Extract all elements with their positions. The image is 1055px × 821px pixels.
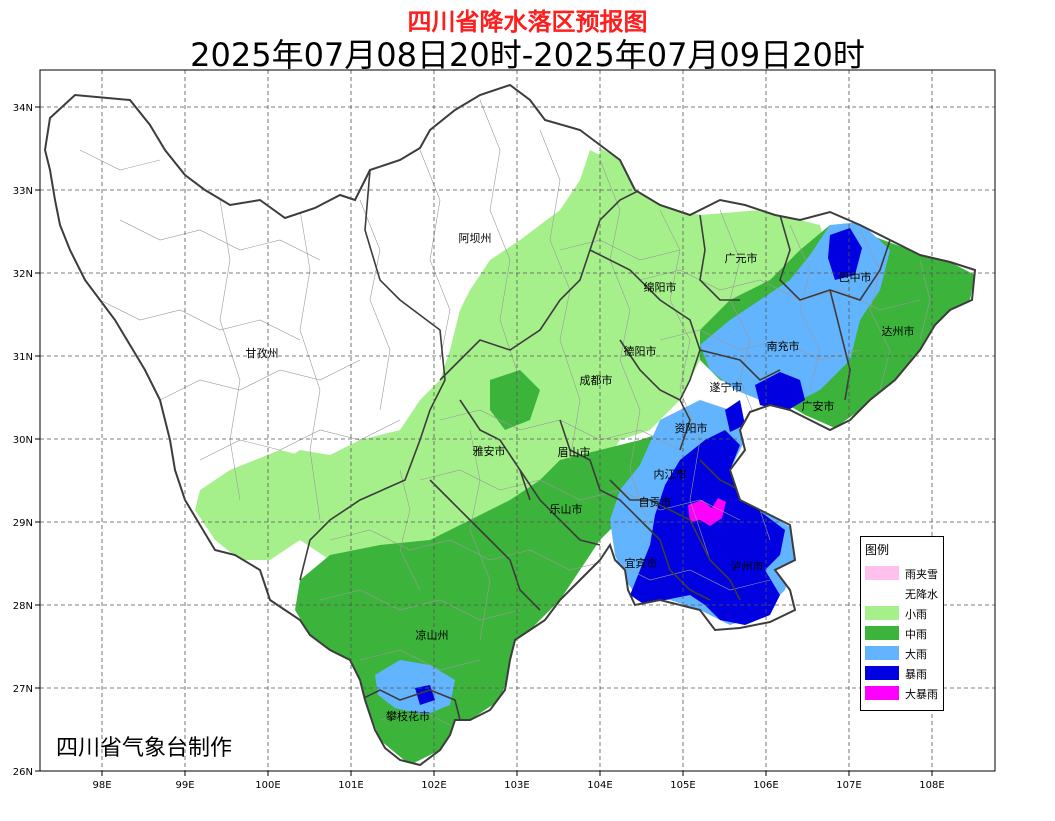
city-label-luzhou: 泸州市	[731, 559, 764, 573]
lat-label: 29N	[13, 518, 33, 529]
rainstorm-zone-ziyang	[725, 400, 745, 432]
lon-label: 99E	[175, 780, 194, 791]
legend-title: 图例	[865, 543, 890, 557]
lon-label: 108E	[919, 780, 944, 791]
lat-label: 32N	[13, 269, 33, 280]
legend-item: 中雨	[865, 625, 945, 641]
producer-credit: 四川省气象台制作	[56, 736, 233, 761]
legend-swatch-sleet	[865, 566, 899, 580]
lon-label: 104E	[587, 780, 612, 791]
light-rain-zone-west	[240, 450, 330, 520]
city-label-nanchong: 南充市	[767, 339, 800, 353]
city-label-zigong: 自贡市	[639, 495, 672, 509]
lat-label: 28N	[13, 601, 33, 612]
lat-label: 27N	[13, 684, 33, 695]
lon-label: 98E	[92, 780, 111, 791]
city-label-panzhihua: 攀枝花市	[386, 709, 430, 723]
legend-label: 大暴雨	[905, 688, 938, 701]
city-label-leshan: 乐山市	[550, 502, 583, 516]
legend-swatch-heavy-rainstorm	[865, 686, 899, 700]
lon-label: 105E	[670, 780, 695, 791]
graticule	[40, 70, 995, 771]
city-labels: 阿坝州 广元市 巴中市 绵阳市 达州市 甘孜州 德阳市 南充市 成都市 遂宁市 …	[246, 231, 915, 723]
city-label-aba: 阿坝州	[459, 231, 492, 245]
legend-item: 大暴雨	[865, 685, 945, 701]
light-rain-zone-north	[598, 148, 635, 195]
lat-label: 34N	[13, 103, 33, 114]
legend-label: 大雨	[905, 648, 927, 661]
lon-label: 107E	[836, 780, 861, 791]
rainstorm-zone-main	[630, 430, 785, 625]
city-label-ziyang: 资阳市	[675, 421, 708, 435]
longitude-labels: 98E 99E 100E 101E 102E 103E 104E 105E 10…	[92, 780, 944, 791]
legend-label: 中雨	[905, 628, 927, 641]
latitude-labels: 34N 33N 32N 31N 30N 29N 28N 27N 26N	[13, 103, 33, 778]
city-label-suining: 遂宁市	[710, 380, 743, 394]
city-label-deyang: 德阳市	[624, 344, 657, 358]
heavy-rain-zone-panzhihua	[375, 660, 455, 715]
city-label-neijiang: 内江市	[654, 467, 687, 481]
lat-label: 31N	[13, 352, 33, 363]
moderate-rain-zone-central	[490, 370, 540, 430]
city-label-mianyang: 绵阳市	[644, 280, 677, 294]
lat-label: 33N	[13, 186, 33, 197]
city-label-guangyuan: 广元市	[725, 251, 758, 265]
legend-item: 大雨	[865, 645, 945, 661]
legend-swatch-light-rain	[865, 606, 899, 620]
legend-label: 小雨	[905, 608, 927, 621]
legend-swatch-no-precip	[865, 586, 899, 600]
lat-label: 30N	[13, 435, 33, 446]
lon-label: 100E	[255, 780, 280, 791]
city-label-chengdu: 成都市	[580, 373, 613, 387]
city-label-ganzi: 甘孜州	[246, 346, 279, 360]
city-label-yibin: 宜宾市	[625, 556, 658, 570]
lon-label: 101E	[338, 780, 363, 791]
legend-item: 无降水	[865, 585, 945, 601]
city-label-liangshan: 凉山州	[416, 628, 449, 642]
city-label-guangan: 广安市	[802, 399, 835, 413]
city-label-meishan: 眉山市	[558, 445, 591, 459]
legend-item: 雨夹雪	[865, 565, 945, 581]
map-title: 四川省降水落区预报图	[407, 8, 648, 36]
lat-label: 26N	[13, 767, 33, 778]
legend-swatch-rainstorm	[865, 666, 899, 680]
lon-label: 103E	[504, 780, 529, 791]
lon-label: 102E	[421, 780, 446, 791]
city-label-yaan: 雅安市	[473, 444, 506, 458]
city-label-bazhong: 巴中市	[839, 270, 872, 284]
prefecture-boundaries	[299, 169, 891, 721]
sichuan-province-outline	[43, 83, 977, 767]
legend-item: 小雨	[865, 605, 945, 621]
legend-swatch-moderate-rain	[865, 626, 899, 640]
legend-item: 暴雨	[865, 665, 945, 681]
legend-label: 无降水	[905, 588, 938, 601]
city-label-dazhou: 达州市	[882, 324, 915, 338]
legend-swatch-heavy-rain	[865, 646, 899, 660]
legend: 图例 雨夹雪 无降水 小雨 中雨 大雨 暴雨 大暴雨	[860, 536, 944, 711]
legend-label: 暴雨	[905, 668, 927, 681]
heavy-rainstorm-zone	[688, 498, 726, 526]
tick-marks	[35, 106, 933, 776]
forecast-period: 2025年07月08日20时-2025年07月09日20时	[190, 36, 865, 74]
rainstorm-zone-bazhong	[828, 228, 862, 280]
rainstorm-zone-guangan	[755, 372, 805, 412]
legend-label: 雨夹雪	[905, 568, 938, 581]
county-boundaries	[79, 99, 931, 731]
lon-label: 106E	[753, 780, 778, 791]
